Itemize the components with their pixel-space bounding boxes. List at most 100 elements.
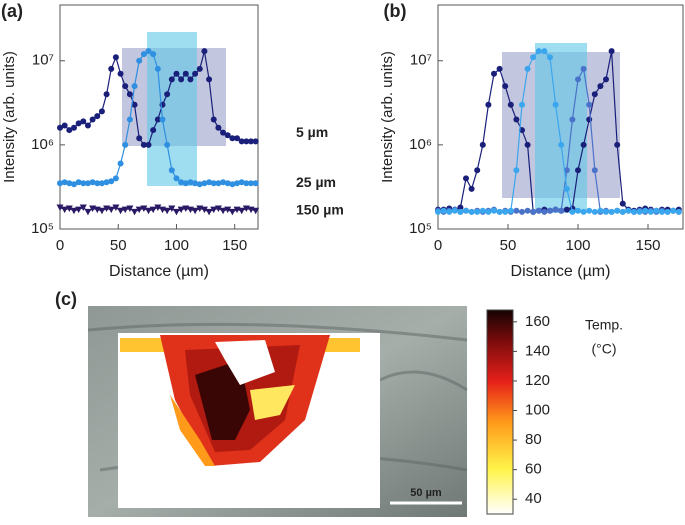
point [168, 205, 176, 213]
y-tick-label: 10⁵ [409, 220, 432, 237]
point [163, 207, 171, 215]
point [150, 127, 157, 134]
point [200, 206, 208, 214]
point [603, 208, 609, 215]
point [485, 208, 492, 215]
heat-region [250, 385, 295, 420]
point [575, 76, 581, 83]
point [136, 57, 143, 64]
panel-label: (a) [1, 1, 23, 21]
point [591, 208, 598, 215]
point [98, 108, 105, 115]
point [210, 206, 218, 214]
x-axis-title: Distance (µm) [109, 263, 209, 280]
point [145, 207, 153, 215]
point [614, 141, 621, 148]
point [541, 48, 548, 55]
point [131, 101, 138, 108]
point [519, 101, 525, 108]
point [591, 167, 598, 174]
x-tick-label: 150 [635, 237, 660, 254]
point [140, 51, 147, 58]
point [535, 48, 542, 55]
point [94, 113, 101, 120]
point [569, 116, 576, 123]
panel-label: (c) [55, 289, 77, 309]
point [126, 205, 134, 213]
point [530, 208, 537, 215]
point [70, 207, 78, 215]
point [187, 76, 194, 83]
point [502, 208, 509, 215]
point [98, 180, 105, 187]
point [496, 65, 503, 72]
x-tick-label: 0 [56, 237, 64, 254]
point [182, 180, 189, 187]
point [61, 122, 68, 129]
point [66, 180, 73, 187]
point [154, 65, 161, 72]
x-tick-label: 50 [500, 237, 517, 254]
point [56, 204, 64, 212]
point [563, 167, 570, 174]
point [154, 116, 161, 123]
point [214, 205, 222, 213]
point [491, 70, 497, 77]
colorbar-tick-label: 100 [525, 401, 550, 418]
colorbar-unit: (°C) [591, 341, 616, 357]
point [210, 180, 217, 187]
point [252, 207, 260, 215]
point [65, 205, 73, 213]
point [206, 179, 213, 186]
point [205, 208, 213, 216]
point [229, 135, 236, 142]
point [182, 70, 189, 77]
point [80, 180, 87, 187]
point [135, 206, 143, 214]
point [243, 180, 250, 187]
point [140, 141, 147, 148]
point [79, 204, 87, 212]
x-tick-label: 0 [434, 237, 442, 254]
colorbar-tick-label: 140 [525, 342, 550, 359]
point [513, 116, 520, 123]
point [172, 208, 180, 216]
point [136, 135, 143, 142]
panel-label: (b) [384, 1, 407, 21]
point [75, 179, 82, 186]
point [625, 207, 632, 214]
point [575, 207, 581, 214]
x-tick-label: 50 [110, 237, 127, 254]
point [103, 179, 110, 186]
point [201, 180, 208, 187]
point [215, 180, 222, 187]
point [569, 208, 576, 215]
point [664, 208, 671, 215]
point [70, 124, 77, 131]
point [75, 120, 82, 127]
point [84, 180, 91, 187]
point [173, 70, 180, 77]
point [238, 207, 246, 215]
colorbar-title: Temp. [585, 317, 623, 333]
colorbar-tick-label: 40 [525, 490, 542, 507]
heat-region [215, 340, 275, 385]
point [631, 208, 637, 215]
point [80, 118, 87, 125]
y-tick-label: 10⁶ [409, 136, 432, 153]
point [586, 116, 593, 123]
point [117, 160, 124, 167]
point [89, 179, 96, 186]
point [224, 180, 231, 187]
y-axis-title: Intensity (arb. units) [1, 51, 18, 183]
point [61, 179, 68, 186]
point [131, 83, 138, 90]
point [219, 207, 227, 215]
point [535, 207, 542, 214]
point [457, 208, 464, 215]
point [463, 207, 469, 214]
point [122, 141, 129, 148]
point [440, 207, 447, 214]
point [468, 185, 475, 192]
